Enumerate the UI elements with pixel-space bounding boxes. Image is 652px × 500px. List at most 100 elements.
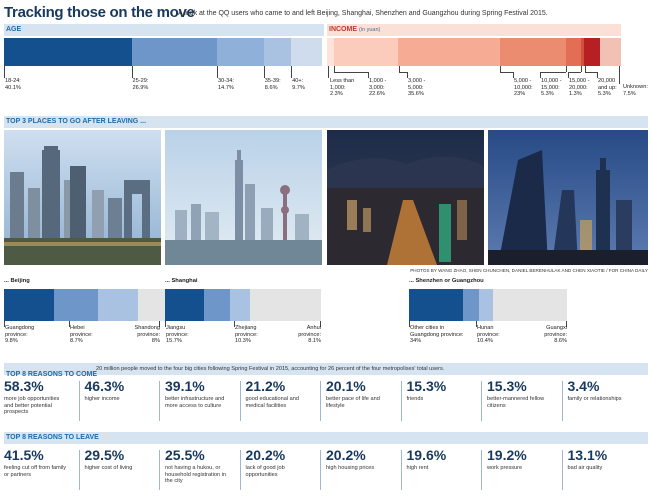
income-bar-segment bbox=[584, 38, 600, 66]
age-bar-segment bbox=[217, 38, 264, 66]
income-label-line: 10,000: bbox=[514, 84, 533, 91]
reason-percent: 41.5% bbox=[4, 447, 44, 463]
destination-label-tick bbox=[476, 321, 477, 327]
reason-separator bbox=[78, 381, 80, 421]
age-label: 40+: 9.7% bbox=[292, 78, 305, 91]
income-label-tick bbox=[398, 66, 400, 72]
income-label-line: 35.6% bbox=[408, 91, 424, 98]
age-label-line: 40+: bbox=[292, 78, 304, 84]
destination-label-value: 8.6% bbox=[554, 338, 567, 345]
destination-label-line: province: bbox=[298, 331, 321, 338]
destination-label-line: province: bbox=[235, 331, 258, 338]
income-label-tick bbox=[568, 72, 569, 78]
destination-label-value: 8% bbox=[151, 338, 160, 345]
reason-percent: 13.1% bbox=[567, 447, 608, 463]
reason-separator bbox=[561, 450, 563, 490]
income-label-leader bbox=[540, 72, 567, 73]
age-label-tick bbox=[217, 66, 219, 78]
destination-label-line: Hebei bbox=[70, 325, 85, 331]
reason-description: good educational and medical facilities bbox=[245, 396, 300, 409]
income-label-line: 5.3% bbox=[598, 91, 611, 98]
income-label-tick bbox=[597, 72, 598, 78]
income-label-line: 3,000: bbox=[369, 84, 385, 91]
age-label: 30-34: 14.7% bbox=[218, 78, 234, 91]
income-label-line: 5,000 - bbox=[514, 78, 532, 84]
destination-bar-segment bbox=[409, 289, 463, 321]
income-bar-segment bbox=[398, 38, 500, 66]
destination-bar-segment bbox=[479, 289, 493, 321]
reason-separator bbox=[239, 450, 241, 490]
income-label-line: 7.5% bbox=[623, 90, 636, 97]
income-label: 1,000 -3,000: 22.6% bbox=[369, 78, 386, 98]
destination-label-value: 10.3% bbox=[235, 338, 251, 345]
income-label-tick bbox=[584, 66, 586, 72]
income-label-line: 2.3% bbox=[330, 91, 343, 98]
reason-description: better infrastructure and more access to… bbox=[165, 396, 225, 409]
destination-label-tick bbox=[320, 321, 321, 327]
income-label: 15,000 -20,000: 1.3% bbox=[569, 78, 590, 98]
age-label-tick bbox=[291, 66, 293, 78]
reason-description: high rent bbox=[406, 465, 429, 471]
reason-separator bbox=[239, 381, 241, 421]
income-label-line: 22.6% bbox=[369, 91, 385, 98]
destination-label: Other cities in Guangdong province: 34% bbox=[410, 325, 464, 345]
reason-percent: 25.5% bbox=[165, 447, 205, 463]
income-label-tick bbox=[619, 66, 620, 84]
reason-description: higher cost of living bbox=[84, 465, 133, 471]
destination-bar-segment bbox=[204, 289, 230, 321]
reason-percent: 19.6% bbox=[406, 447, 447, 463]
destination-label-line: province: bbox=[477, 331, 500, 338]
destination-label-tick bbox=[159, 321, 160, 327]
reasons-come-note: 20 million people moved to the four big … bbox=[96, 366, 445, 372]
reason-description: high housing prices bbox=[326, 465, 375, 471]
reason-stat: 20.2% high housing prices bbox=[326, 448, 392, 472]
reason-percent: 3.4% bbox=[567, 378, 600, 394]
age-label-line: 30-34: bbox=[218, 78, 234, 84]
income-label: 20,000 and up: 5.3% bbox=[598, 78, 617, 98]
income-label-line: 20,000 bbox=[598, 78, 616, 84]
destination-label-line: Shandong bbox=[134, 325, 160, 331]
destination-label-line: Other cities in bbox=[410, 325, 445, 331]
destination-bar-segment bbox=[97, 289, 138, 321]
destination-label-value: 10.4% bbox=[477, 338, 493, 345]
age-section-label: AGE bbox=[6, 26, 22, 33]
income-label-tick bbox=[540, 72, 541, 78]
reason-percent: 20.2% bbox=[326, 447, 366, 463]
destination-label: Shandong province: 8% bbox=[134, 325, 160, 345]
income-label-tick bbox=[581, 66, 583, 72]
destination-label-line: Hunan bbox=[477, 325, 494, 331]
destination-label-line: province: bbox=[5, 331, 28, 338]
age-section-band: AGE bbox=[4, 24, 324, 36]
beijing-skyline-photo bbox=[4, 130, 161, 265]
destination-label-tick bbox=[409, 321, 410, 327]
income-label-line: and up: bbox=[598, 84, 617, 91]
age-label-line: 14.7% bbox=[218, 84, 234, 91]
reason-percent: 15.3% bbox=[487, 378, 527, 394]
destination-title: ... Shenzhen or Guangzhou bbox=[409, 278, 484, 284]
reason-stat: 41.5% feeling cut off from family or part… bbox=[4, 448, 70, 478]
age-label-line: 26.9% bbox=[132, 84, 149, 91]
age-label: 25-29: 26.9% bbox=[133, 78, 149, 91]
reason-stat: 19.2% work pressure bbox=[487, 448, 553, 472]
reason-description: friends bbox=[406, 396, 424, 402]
income-label-tick bbox=[327, 66, 329, 78]
destination-label-line: province: bbox=[70, 331, 93, 338]
income-label-line: 23% bbox=[514, 91, 526, 98]
income-label-line: 3,000 - bbox=[408, 78, 426, 84]
reason-description: work pressure bbox=[487, 465, 523, 471]
destination-label-line: Guangdong province: bbox=[410, 331, 464, 338]
reason-stat: 3.4% family or relationships bbox=[568, 379, 634, 403]
destination-label-line: Jiangsu bbox=[166, 325, 186, 331]
reason-description: better pace of life and lifestyle bbox=[326, 396, 380, 409]
reason-description: bad air quality bbox=[567, 465, 603, 471]
destination-label: Zhejiang province: 10.3% bbox=[235, 325, 258, 345]
reason-percent: 15.3% bbox=[406, 378, 447, 394]
destination-label-line: Guangxi bbox=[546, 325, 567, 331]
destination-bar-segment bbox=[4, 289, 54, 321]
destination-label-line: province: bbox=[544, 331, 567, 338]
income-label-tick bbox=[566, 66, 568, 72]
shenzhen-night-photo bbox=[327, 130, 484, 265]
reason-stat: 19.6% high rent bbox=[407, 448, 473, 472]
destination-bar bbox=[165, 289, 321, 321]
income-label-line: 1.3% bbox=[569, 91, 582, 98]
